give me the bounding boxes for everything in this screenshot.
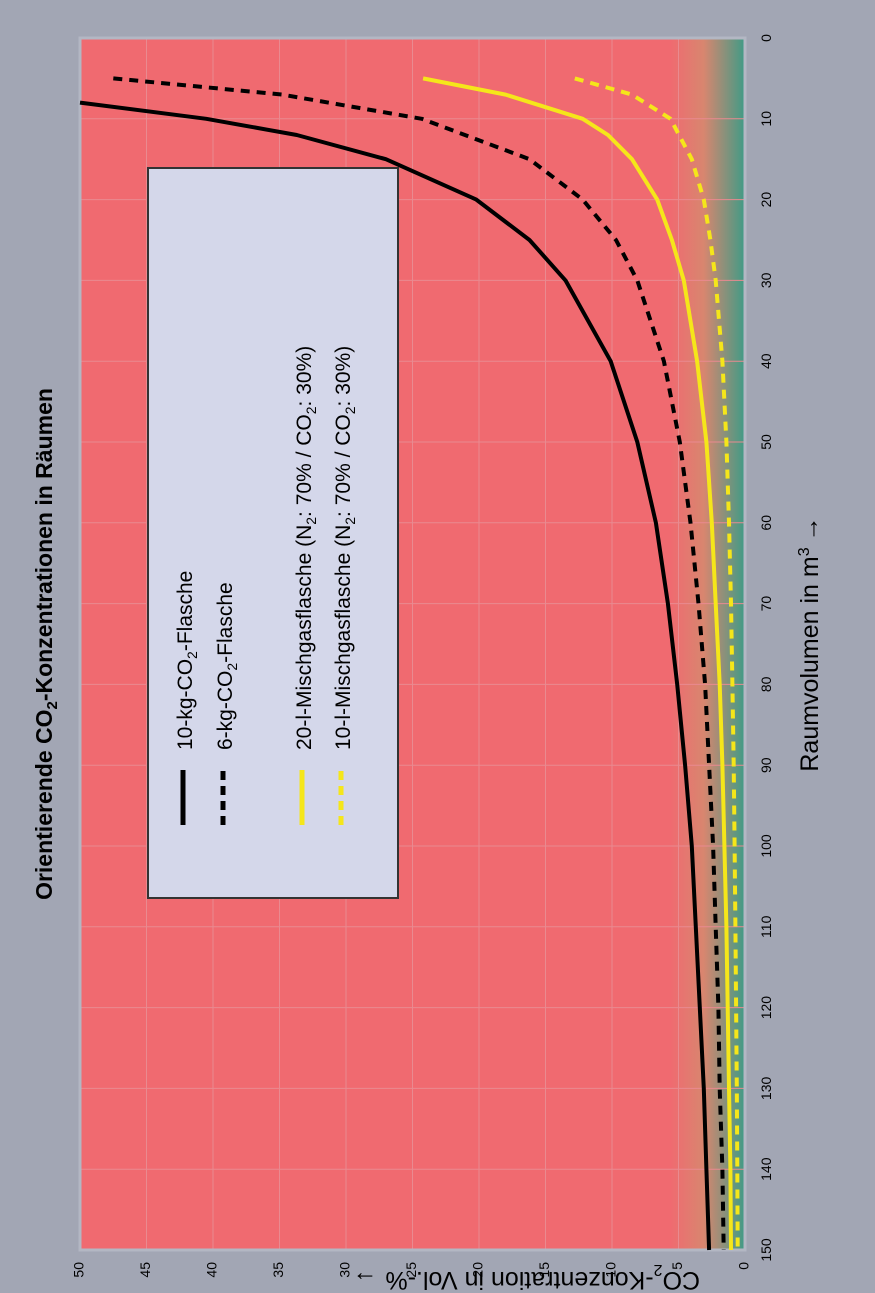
x-tick-label: 100 <box>758 834 774 858</box>
y-tick-label: 40 <box>204 1262 220 1278</box>
y-tick-label: 20 <box>470 1262 486 1278</box>
series-line-3 <box>574 76 740 1251</box>
x-tick-label: 110 <box>758 915 774 938</box>
legend: 10-kg-CO2-Flasche 6-kg-CO2-Flasche 20-l-… <box>147 167 399 899</box>
x-tick-label: 10 <box>758 111 774 127</box>
x-tick-label: 70 <box>758 596 774 612</box>
x-tick-label: 20 <box>758 192 774 208</box>
x-tick-label: 30 <box>758 272 774 288</box>
y-tick-labels: 0 5 10 15 20 25 30 35 40 45 50 <box>71 1262 752 1278</box>
x-axis-label: Raumvolumen in m3→ <box>796 516 824 771</box>
y-tick-label: 10 <box>603 1262 619 1278</box>
y-tick-label: 5 <box>669 1262 685 1270</box>
x-tick-labels: 0 10 20 30 40 50 60 70 80 90 100 110 120 130 140 150 <box>758 34 774 1262</box>
plot-frame <box>78 36 747 1252</box>
y-axis-label: CO2-Konzentration in Vol.-%→ <box>352 1261 700 1293</box>
y-tick-label: 35 <box>270 1262 286 1278</box>
x-tick-label: 90 <box>758 757 774 773</box>
y-tick-label: 50 <box>71 1262 87 1278</box>
y-tick-label: 30 <box>337 1262 353 1278</box>
series-layer <box>79 76 740 1251</box>
x-tick-label: 80 <box>758 676 774 692</box>
x-tick-label: 130 <box>758 1077 774 1101</box>
x-tick-label: 150 <box>758 1238 774 1262</box>
legend-label-10kg-co2: 10-kg-CO2-Flasche <box>174 571 200 750</box>
series-line-2 <box>422 76 733 1251</box>
legend-box <box>147 167 399 899</box>
x-tick-label: 120 <box>758 996 774 1020</box>
x-tick-label: 140 <box>758 1157 774 1181</box>
x-tick-label: 40 <box>758 353 774 369</box>
legend-label-10l-mischgas: 10-l-Mischgasflasche (N2: 70% / CO2: 30%… <box>332 346 358 750</box>
y-tick-label: 15 <box>536 1262 552 1278</box>
y-tick-label: 25 <box>403 1262 419 1278</box>
y-tick-label: 0 <box>736 1262 752 1270</box>
legend-label-20l-mischgas: 20-l-Mischgasflasche (N2: 70% / CO2: 30%… <box>293 346 319 750</box>
series-line-0 <box>79 100 712 1251</box>
x-tick-label: 50 <box>758 434 774 450</box>
legend-label-6kg-co2: 6-kg-CO2-Flasche <box>214 582 240 750</box>
series-line-1 <box>113 76 726 1251</box>
chart-title: Orientierende CO2-Konzentrationen in Räu… <box>31 388 61 900</box>
y-tick-label: 45 <box>137 1262 153 1278</box>
x-tick-label: 60 <box>758 515 774 531</box>
x-tick-label: 0 <box>758 34 774 42</box>
